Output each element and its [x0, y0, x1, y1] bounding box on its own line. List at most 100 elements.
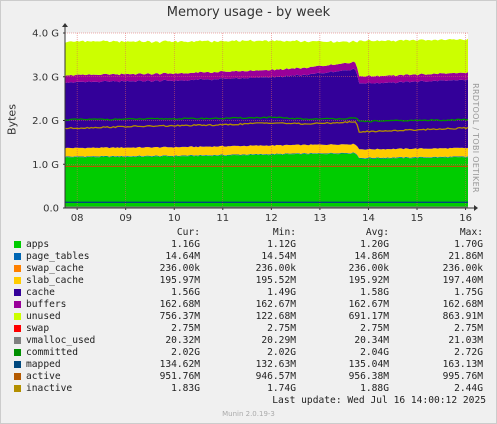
legend-row-unused: unused 756.37M 122.68M 691.17M 863.91M: [14, 311, 489, 323]
legend-value-min: 162.67M: [255, 299, 296, 310]
legend-value-cur: 951.76M: [159, 371, 200, 382]
legend-value-avg: 135.04M: [348, 359, 389, 370]
legend-row-active: active 951.76M 946.57M 956.38M 995.76M: [14, 371, 489, 383]
legend-value-max: 2.75M: [454, 323, 483, 334]
legend-swatch: [14, 349, 21, 356]
area-slab_cache: [65, 143, 468, 159]
legend-row-vmalloc_used: vmalloc_used 20.32M 20.29M 20.34M 21.03M: [14, 335, 489, 347]
legend-header-max: Max:: [459, 227, 483, 238]
legend-value-avg: 236.00k: [348, 263, 389, 274]
legend-value-cur: 14.64M: [165, 251, 200, 262]
legend-value-max: 21.86M: [448, 251, 483, 262]
legend-series-name: page_tables: [26, 251, 90, 262]
legend-value-avg: 1.58G: [360, 287, 389, 298]
legend-swatch: [14, 301, 21, 308]
legend-value-cur: 20.32M: [165, 335, 200, 346]
legend-value-min: 1.74G: [267, 383, 296, 394]
x-tick-label: 14: [362, 213, 375, 224]
x-tick-label: 16: [459, 213, 472, 224]
legend-swatch: [14, 337, 21, 344]
y-tick-label: 2.0 G: [32, 116, 59, 127]
legend-header-min: Min:: [272, 227, 296, 238]
legend-swatch: [14, 241, 21, 248]
legend-value-min: 132.63M: [255, 359, 296, 370]
chart-title: Memory usage - by week: [166, 5, 331, 20]
legend-value-cur: 1.56G: [171, 287, 200, 298]
y-tick-label: 0.0: [43, 204, 59, 215]
legend-row-inactive: inactive 1.83G 1.74G 1.88G 2.44G: [14, 383, 489, 395]
legend-value-cur: 134.62M: [159, 359, 200, 370]
legend-value-cur: 162.68M: [159, 299, 200, 310]
area-unused: [65, 38, 468, 77]
legend-row-apps: apps 1.16G 1.12G 1.20G 1.70G: [14, 239, 489, 251]
legend-value-avg: 162.67M: [348, 299, 389, 310]
legend-value-min: 14.54M: [261, 251, 296, 262]
legend-value-min: 2.02G: [267, 347, 296, 358]
legend-series-name: vmalloc_used: [26, 335, 96, 346]
legend-value-max: 197.40M: [442, 275, 483, 286]
legend-value-min: 236.00k: [255, 263, 296, 274]
legend-row-swap_cache: swap_cache 236.00k 236.00k 236.00k 236.00k: [14, 263, 489, 275]
legend-header-row: Cur: Min: Avg: Max:: [14, 227, 489, 239]
legend-value-avg: 195.92M: [348, 275, 389, 286]
legend-value-avg: 1.20G: [360, 239, 389, 250]
legend-row-cache: cache 1.56G 1.49G 1.58G 1.75G: [14, 287, 489, 299]
y-tick-label: 3.0 G: [32, 72, 59, 83]
legend-series-name: active: [26, 371, 61, 382]
legend-swatch: [14, 289, 21, 296]
legend-series-name: swap: [26, 323, 50, 334]
legend-value-max: 2.44G: [454, 383, 483, 394]
x-tick-label: 12: [265, 213, 278, 224]
legend-value-cur: 2.75M: [171, 323, 200, 334]
legend-value-max: 1.75G: [454, 287, 483, 298]
legend-series-name: apps: [26, 239, 50, 250]
x-tick-label: 10: [168, 213, 181, 224]
legend-value-min: 122.68M: [255, 311, 296, 322]
legend-series-name: cache: [26, 287, 55, 298]
x-tick-label: 08: [71, 213, 84, 224]
legend-value-cur: 1.16G: [171, 239, 200, 250]
legend-value-cur: 2.02G: [171, 347, 200, 358]
y-tick-label: 1.0 G: [32, 160, 59, 171]
legend-series-name: unused: [26, 311, 61, 322]
legend-row-swap: swap 2.75M 2.75M 2.75M 2.75M: [14, 323, 489, 335]
legend-series-name: committed: [26, 347, 78, 358]
x-axis-arrow: [474, 205, 478, 211]
legend-value-min: 1.12G: [267, 239, 296, 250]
legend-value-avg: 20.34M: [354, 335, 389, 346]
y-axis-arrow: [62, 23, 68, 27]
x-tick-label: 15: [411, 213, 424, 224]
legend-value-cur: 756.37M: [159, 311, 200, 322]
legend-value-max: 863.91M: [442, 311, 483, 322]
legend-value-cur: 1.83G: [171, 383, 200, 394]
legend-value-cur: 195.97M: [159, 275, 200, 286]
legend-value-min: 1.49G: [267, 287, 296, 298]
legend-swatch: [14, 253, 21, 260]
legend-value-max: 2.72G: [454, 347, 483, 358]
legend-row-page_tables: page_tables 14.64M 14.54M 14.86M 21.86M: [14, 251, 489, 263]
legend-value-min: 946.57M: [255, 371, 296, 382]
legend-value-max: 162.68M: [442, 299, 483, 310]
legend-series-name: swap_cache: [26, 263, 84, 274]
legend-value-cur: 236.00k: [159, 263, 200, 274]
last-update: Last update: Wed Jul 16 14:00:12 2025: [272, 395, 486, 406]
legend-swatch: [14, 361, 21, 368]
legend-value-max: 995.76M: [442, 371, 483, 382]
munin-version: Munin 2.0.19-3: [222, 410, 275, 418]
y-tick-label: 4.0 G: [32, 29, 59, 40]
line-inactive: [64, 120, 469, 133]
x-tick-label: 09: [119, 213, 132, 224]
line-committed: [64, 116, 469, 123]
legend-swatch: [14, 325, 21, 332]
legend-value-max: 163.13M: [442, 359, 483, 370]
legend-series-name: buffers: [26, 299, 67, 310]
legend-row-committed: committed 2.02G 2.02G 2.04G 2.72G: [14, 347, 489, 359]
legend-series-name: inactive: [26, 383, 73, 394]
legend-value-min: 20.29M: [261, 335, 296, 346]
legend-value-avg: 2.75M: [360, 323, 389, 334]
area-cache: [65, 68, 468, 150]
legend-value-avg: 14.86M: [354, 251, 389, 262]
legend-header-cur: Cur:: [176, 227, 200, 238]
legend-value-min: 195.52M: [255, 275, 296, 286]
